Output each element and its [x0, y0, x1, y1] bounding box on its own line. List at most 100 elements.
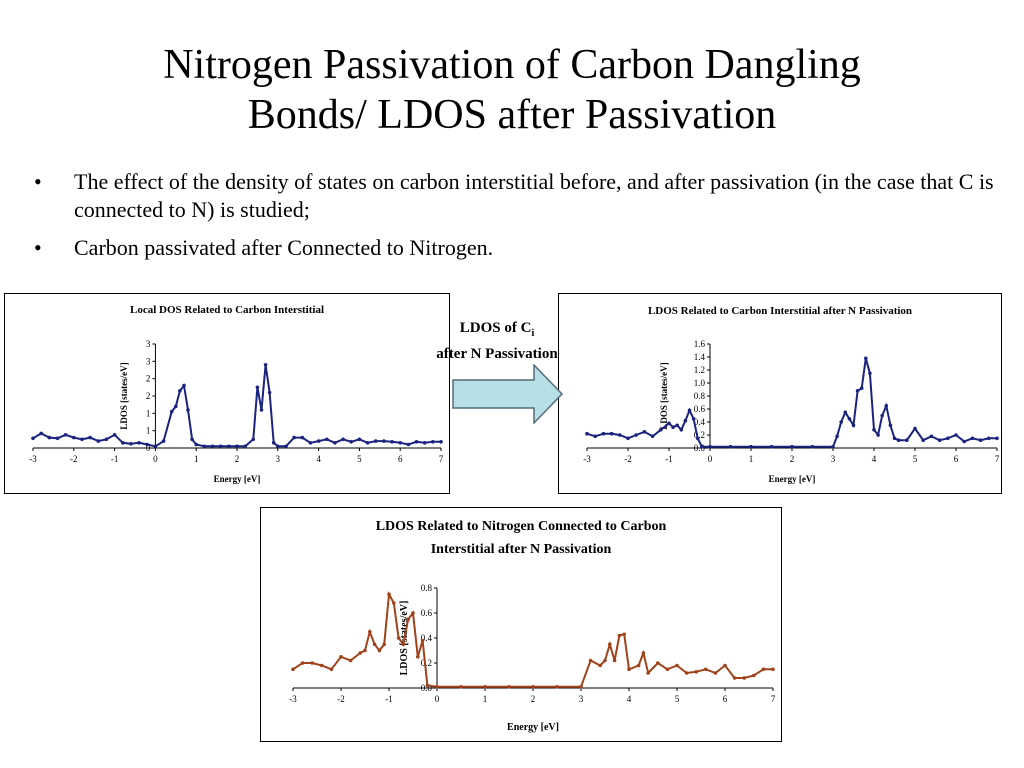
data-point — [864, 356, 868, 361]
data-point — [96, 439, 101, 443]
data-point — [769, 444, 774, 449]
slide-title: Nitrogen Passivation of Carbon Dangling … — [40, 40, 984, 140]
data-point — [190, 437, 194, 442]
data-point — [675, 423, 679, 428]
chart-svg: Local DOS Related to Carbon Interstitial… — [29, 304, 444, 484]
data-point — [357, 437, 362, 442]
data-point — [186, 408, 190, 412]
data-point — [531, 685, 535, 689]
data-point — [905, 438, 909, 442]
arrow-label-prefix: LDOS of C — [459, 320, 532, 336]
data-point — [243, 444, 247, 449]
x-tick-label: 2 — [235, 454, 240, 464]
data-point — [316, 439, 321, 443]
data-point — [937, 438, 942, 442]
data-point — [80, 437, 84, 442]
y-tick-label: 0.8 — [421, 583, 433, 593]
data-point — [459, 685, 463, 689]
chart-nitrogen-ldos: LDOS Related to Nitrogen Connected to Ca… — [260, 507, 782, 742]
data-point — [153, 444, 158, 449]
data-point — [978, 438, 983, 442]
data-point — [161, 439, 166, 443]
data-point — [868, 371, 872, 376]
x-tick-label: 6 — [398, 454, 403, 464]
x-tick-label: -3 — [583, 454, 591, 464]
data-point — [742, 676, 746, 680]
data-point — [310, 661, 314, 665]
data-point — [608, 642, 612, 647]
x-tick-label: 3 — [276, 454, 281, 464]
data-point — [259, 408, 264, 412]
data-point — [291, 667, 295, 672]
data-point — [72, 435, 76, 440]
data-point — [665, 667, 670, 672]
data-point — [300, 661, 305, 665]
bullet-item: • Carbon passivated after Connected to Ni… — [34, 234, 994, 262]
data-point — [585, 431, 589, 436]
x-tick-label: 5 — [913, 454, 918, 464]
data-point — [761, 667, 766, 672]
chart-svg: LDOS Related to Carbon Interstitial afte… — [583, 305, 1000, 484]
x-tick-label: 6 — [723, 694, 728, 704]
data-point — [368, 630, 372, 634]
right-arrow-icon — [452, 364, 564, 424]
data-point — [507, 685, 511, 689]
data-point — [121, 441, 125, 445]
data-point — [55, 436, 60, 441]
data-point — [667, 421, 671, 426]
y-tick-label: 0.0 — [694, 443, 706, 453]
data-point — [382, 439, 386, 443]
data-point — [365, 441, 370, 445]
data-point — [387, 592, 391, 597]
x-tick-label: 7 — [439, 454, 444, 464]
data-point — [406, 617, 410, 622]
x-tick-label: 1 — [483, 694, 488, 704]
data-point — [954, 433, 958, 437]
data-point — [137, 441, 141, 445]
bullet-symbol: • — [34, 235, 42, 260]
data-point — [414, 440, 419, 444]
data-point — [618, 433, 622, 437]
data-point — [377, 648, 382, 653]
data-point — [398, 441, 403, 445]
data-point — [987, 436, 991, 441]
chart-title: LDOS Related to Carbon Interstitial afte… — [648, 305, 912, 317]
data-point — [174, 404, 178, 409]
data-point — [622, 632, 626, 637]
x-tick-label: -3 — [289, 694, 297, 704]
data-point — [390, 440, 394, 444]
data-point — [235, 444, 239, 449]
data-point — [358, 651, 362, 655]
slide-title-line1: Nitrogen Passivation of Carbon Dangling — [163, 42, 861, 88]
x-tick-label: 7 — [771, 694, 776, 704]
data-point — [892, 436, 897, 441]
data-point — [218, 444, 223, 449]
y-tick-label: 1 — [146, 426, 151, 436]
data-point — [810, 444, 815, 449]
x-axis-label: Energy [eV] — [769, 474, 816, 484]
data-point — [63, 433, 68, 437]
y-tick-label: 0.2 — [694, 430, 705, 440]
data-point — [913, 426, 917, 431]
data-point — [182, 383, 186, 388]
data-point — [921, 438, 925, 442]
x-tick-label: 0 — [435, 694, 440, 704]
data-point — [723, 663, 727, 668]
data-point — [348, 658, 353, 663]
data-point — [263, 363, 268, 367]
right-arrow-shape — [452, 364, 564, 424]
data-point — [483, 685, 487, 689]
data-point — [884, 404, 889, 408]
data-point — [888, 423, 893, 428]
data-point — [300, 435, 305, 440]
data-point — [341, 437, 345, 442]
data-point — [145, 442, 149, 447]
data-point — [771, 667, 775, 672]
data-point — [603, 658, 607, 663]
data-point — [626, 436, 630, 441]
data-point — [659, 428, 663, 432]
data-point — [831, 444, 835, 449]
bullet-text: Carbon passivated after Connected to Nit… — [74, 235, 494, 260]
data-point — [267, 390, 272, 395]
x-tick-label: 1 — [194, 454, 199, 464]
